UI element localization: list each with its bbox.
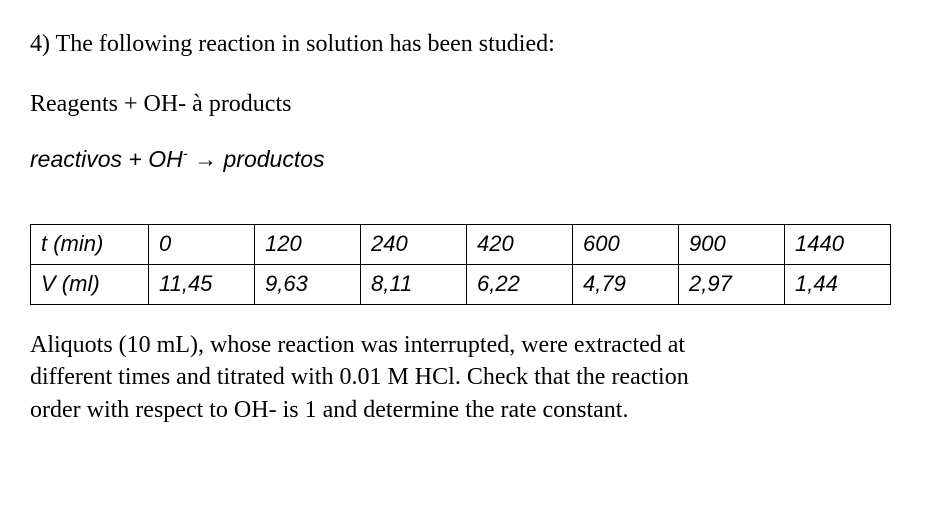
cell: 2,97 [679, 264, 785, 304]
conclusion-line-1: Aliquots (10 mL), whose reaction was int… [30, 329, 892, 361]
cell: 120 [255, 224, 361, 264]
conclusion-line-2: different times and titrated with 0.01 M… [30, 361, 892, 393]
cell: 600 [573, 224, 679, 264]
table-row: t (min) 0 120 240 420 600 900 1440 [31, 224, 891, 264]
page-root: 4) The following reaction in solution ha… [0, 0, 926, 446]
spacer [30, 305, 892, 329]
cell: 4,79 [573, 264, 679, 304]
spacer [30, 66, 892, 88]
row-header: V (ml) [31, 264, 149, 304]
cell: 1440 [785, 224, 891, 264]
eq-es-pre: reactivos + OH [30, 146, 183, 172]
spacer [30, 198, 892, 224]
cell: 240 [361, 224, 467, 264]
cell: 900 [679, 224, 785, 264]
cell: 420 [467, 224, 573, 264]
eq-es-post: → productos [188, 146, 325, 172]
conclusion-line-3: order with respect to OH- is 1 and deter… [30, 394, 892, 426]
equation-en: Reagents + OH- à products [30, 88, 892, 120]
equation-es: reactivos + OH- → productos [30, 144, 892, 175]
cell: 9,63 [255, 264, 361, 304]
row-header: t (min) [31, 224, 149, 264]
data-table: t (min) 0 120 240 420 600 900 1440 V (ml… [30, 224, 891, 305]
table-row: V (ml) 11,45 9,63 8,11 6,22 4,79 2,97 1,… [31, 264, 891, 304]
cell: 1,44 [785, 264, 891, 304]
cell: 0 [149, 224, 255, 264]
cell: 6,22 [467, 264, 573, 304]
cell: 8,11 [361, 264, 467, 304]
cell: 11,45 [149, 264, 255, 304]
intro-line: 4) The following reaction in solution ha… [30, 28, 892, 60]
